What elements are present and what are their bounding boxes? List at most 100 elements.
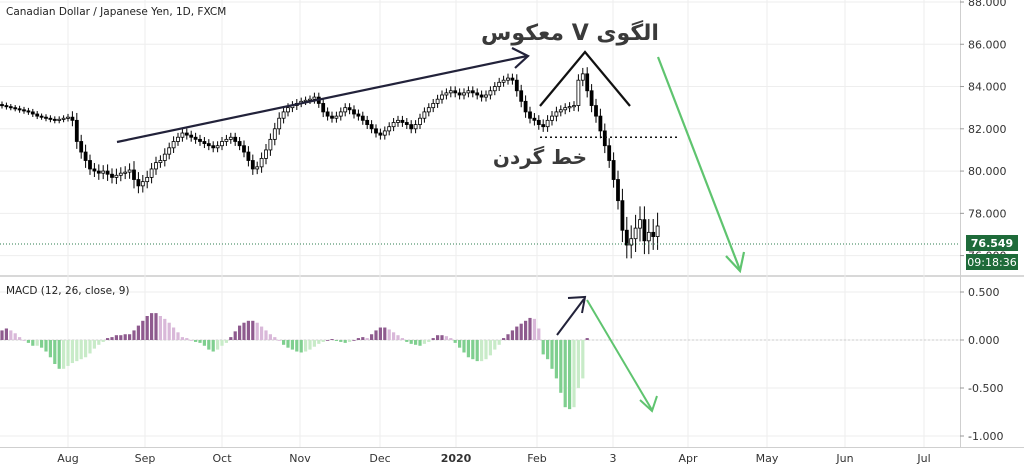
candle-body <box>620 200 625 231</box>
macd-histogram-bar <box>286 340 290 348</box>
macd-histogram-bar <box>471 340 475 360</box>
macd-histogram-bar <box>13 333 17 340</box>
candle-body <box>462 92 466 96</box>
candle-body <box>343 107 348 113</box>
macd-histogram-bar <box>233 331 237 340</box>
macd-histogram-bar <box>576 340 580 388</box>
candle-body <box>492 86 497 92</box>
macd-histogram-bar <box>48 340 52 358</box>
macd-down-arrow <box>586 299 653 411</box>
macd-histogram-bar <box>123 334 127 340</box>
macd-histogram-bar <box>581 340 585 379</box>
macd-histogram-bar <box>141 320 145 340</box>
candle-body <box>567 106 572 109</box>
macd-histogram-bar <box>172 327 176 340</box>
candle-body <box>638 219 642 229</box>
macd-histogram-bar <box>493 340 497 350</box>
macd-histogram-bar <box>198 340 202 343</box>
macd-histogram-bar <box>277 340 281 341</box>
price-tick-label: 88.000 <box>968 0 1007 9</box>
candle-body <box>633 227 638 240</box>
macd-histogram-bar <box>475 340 479 362</box>
candle-body <box>220 141 224 147</box>
last-price-tag <box>966 235 1018 251</box>
candle-body <box>259 157 264 168</box>
candle-body <box>457 92 462 96</box>
price-layer <box>0 67 960 259</box>
candle-body <box>409 124 414 130</box>
candle-body <box>39 115 44 118</box>
macd-histogram-bar <box>405 340 409 342</box>
macd-histogram-bar <box>427 340 431 342</box>
projection-arrowhead <box>725 251 746 274</box>
candle-body <box>598 115 603 132</box>
macd-histogram-bar <box>352 340 356 341</box>
macd-histogram-bar <box>484 340 488 360</box>
macd-histogram-bar <box>383 327 387 340</box>
candle-body <box>404 122 409 125</box>
macd-histogram-bar <box>176 332 180 340</box>
candle-body <box>176 136 180 142</box>
macd-histogram-bar <box>365 338 369 340</box>
candle-body <box>580 73 585 81</box>
candle-body <box>272 128 277 140</box>
macd-histogram-bar <box>361 337 365 340</box>
macd-histogram-bar <box>317 340 321 344</box>
macd-tick-label: -1.000 <box>968 430 1003 443</box>
macd-histogram-bar <box>528 317 532 340</box>
macd-histogram-bar <box>436 335 440 340</box>
candle-body <box>545 119 550 128</box>
macd-histogram-bar <box>242 322 246 340</box>
macd-histogram-bar <box>312 340 316 347</box>
macd-histogram-bar <box>26 340 30 343</box>
macd-histogram-bar <box>326 340 330 341</box>
macd-histogram-bar <box>541 340 545 355</box>
macd-histogram-bar <box>35 340 39 346</box>
candle-body <box>541 124 546 128</box>
candle-body <box>519 90 524 102</box>
candle-body <box>325 111 330 117</box>
candle-body <box>123 171 128 174</box>
candle-body <box>246 151 251 161</box>
macd-histogram-bar <box>400 338 404 340</box>
macd-histogram-bar <box>304 340 308 352</box>
price-tick-label: 78.000 <box>968 207 1007 220</box>
candle-body <box>26 110 31 113</box>
month-label: Aug <box>57 452 78 465</box>
candle-body <box>140 181 145 187</box>
candle-body <box>96 170 101 174</box>
candle-body <box>92 168 97 172</box>
candle-body <box>228 136 233 140</box>
candle-body <box>118 172 123 176</box>
macd-histogram-bar <box>299 340 303 353</box>
macd-histogram-bar <box>506 334 510 340</box>
candle-body <box>189 134 194 138</box>
macd-histogram-bar <box>374 330 378 340</box>
candle-body <box>250 160 255 170</box>
macd-histogram-bar <box>224 340 228 343</box>
candle-body <box>48 117 53 120</box>
candle-body <box>418 117 422 125</box>
candle-body <box>391 122 396 128</box>
macd-histogram-bar <box>255 322 259 340</box>
candle-body <box>444 92 449 96</box>
candle-body <box>514 79 519 92</box>
trendline-arrowhead <box>511 47 530 69</box>
macd-histogram-bar <box>422 340 426 344</box>
macd-histogram-bar <box>392 332 396 340</box>
macd-histogram-bar <box>75 340 79 362</box>
candle-body <box>114 174 119 178</box>
candle-body <box>585 73 590 92</box>
candle-body <box>237 141 242 147</box>
macd-histogram-bar <box>444 336 448 340</box>
price-chart-title: Canadian Dollar / Japanese Yen, 1D, FXCM <box>6 6 226 18</box>
macd-histogram-bar <box>194 340 198 342</box>
macd-histogram-bar <box>88 340 92 354</box>
macd-histogram-bar <box>519 323 523 340</box>
candle-body <box>624 229 629 246</box>
grid-layer <box>0 0 1024 448</box>
month-label: Jul <box>916 452 930 465</box>
candle-body <box>127 169 132 173</box>
